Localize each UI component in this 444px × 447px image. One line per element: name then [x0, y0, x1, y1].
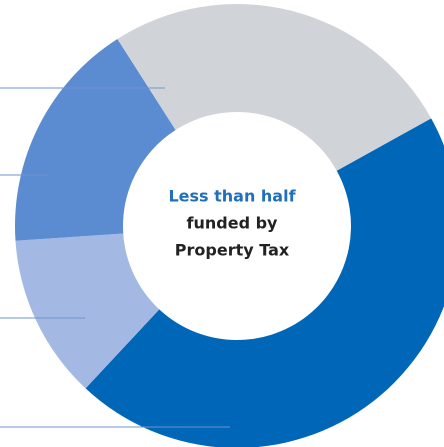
donut-slice	[85, 118, 444, 447]
center-text: Less than half	[168, 187, 296, 206]
donut	[15, 3, 444, 447]
donut-slice	[117, 3, 432, 171]
donut-slice	[15, 233, 160, 389]
donut-slice	[15, 38, 176, 241]
center-text: Property Tax	[175, 241, 290, 260]
center-text: funded by	[187, 214, 279, 233]
